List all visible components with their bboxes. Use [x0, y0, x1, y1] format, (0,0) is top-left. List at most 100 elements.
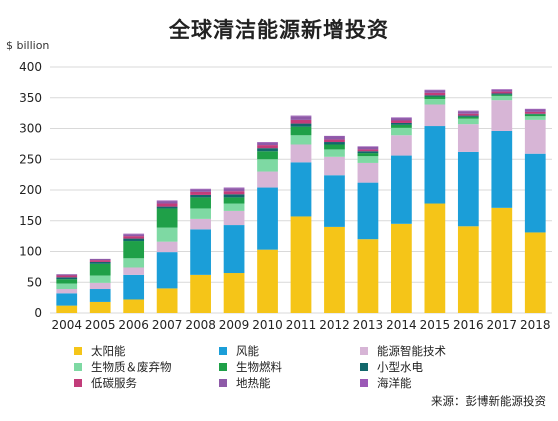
- bar-segment: [190, 208, 211, 219]
- bar-segment: [524, 116, 546, 120]
- bar-segment: [357, 162, 379, 183]
- bar-segment: [391, 117, 412, 119]
- x-tick-label: 2014: [386, 318, 417, 332]
- bar-segment: [457, 116, 479, 119]
- x-tick-label: 2008: [185, 318, 216, 332]
- bar-segment: [424, 96, 446, 99]
- bar-segment: [56, 279, 78, 284]
- bar-segment: [491, 95, 513, 101]
- y-tick-label: 350: [19, 91, 42, 105]
- legend-label: 小型水电: [377, 359, 423, 374]
- bar-segment: [357, 149, 379, 152]
- bar-segment: [491, 89, 513, 90]
- legend-label: 低碳服务: [91, 375, 137, 390]
- bar-segment: [524, 153, 546, 233]
- legend-swatch: [219, 362, 227, 371]
- bar-segment: [457, 118, 479, 125]
- bar-segment: [257, 145, 278, 149]
- bar-segment: [223, 187, 245, 189]
- bar-segment: [457, 124, 479, 152]
- bar-segment: [156, 203, 178, 207]
- legend-swatch: [219, 378, 227, 387]
- legend-label: 能源智能技术: [377, 343, 446, 358]
- bar-segment: [190, 274, 211, 313]
- bar-segment: [56, 277, 78, 280]
- bar-segment: [324, 136, 345, 140]
- legend-label: 太阳能: [91, 343, 126, 358]
- legend-swatch: [74, 346, 82, 355]
- legend-swatch: [74, 378, 82, 387]
- bar-segment: [190, 218, 211, 230]
- legend-item: 低碳服务: [74, 375, 137, 390]
- bar-segment: [290, 144, 312, 163]
- bar-segment: [190, 194, 211, 198]
- bar-segment: [223, 191, 245, 195]
- y-tick-label: 100: [19, 245, 42, 259]
- x-tick-label: 2007: [152, 318, 183, 332]
- bar-segment: [491, 94, 513, 96]
- bar-segment: [290, 216, 312, 313]
- bar-segment: [290, 119, 312, 124]
- bar-segment: [123, 236, 145, 239]
- y-tick-label: 300: [19, 122, 42, 136]
- bar-segment: [290, 162, 312, 217]
- bar-segment: [56, 283, 78, 290]
- bar-segment: [89, 263, 111, 276]
- bar-segment: [123, 233, 145, 235]
- bar-segment: [424, 98, 446, 105]
- bar-segment: [156, 288, 178, 313]
- x-tick-label: 2006: [118, 318, 149, 332]
- bar-segment: [491, 89, 513, 92]
- bar-segment: [357, 182, 379, 240]
- legend-label: 地热能: [236, 375, 271, 390]
- bar-segment: [424, 126, 446, 204]
- y-tick-label: 200: [19, 183, 42, 197]
- bar-segment: [123, 299, 145, 313]
- bar-segment: [491, 100, 513, 131]
- y-axis-label: $ billion: [6, 39, 50, 52]
- bar-segment: [89, 275, 111, 283]
- bar-segment: [391, 124, 412, 128]
- legend-swatch: [74, 362, 82, 371]
- bar-segment: [190, 197, 211, 209]
- chart-legend: 太阳能 风能 能源智能技术 生物质＆废弃物 生物燃料 小型水电 低碳服务 地热能 海洋能: [74, 343, 494, 391]
- x-tick-label: 2013: [353, 318, 384, 332]
- bar-segment: [357, 151, 379, 154]
- bar-segment: [357, 146, 379, 150]
- bar-segment: [190, 191, 211, 195]
- legend-swatch: [360, 362, 368, 371]
- bar-segment: [123, 267, 145, 275]
- bar-segment: [56, 305, 78, 313]
- bar-segment: [223, 188, 245, 192]
- bar-segment: [123, 274, 145, 300]
- bar-segment: [290, 123, 312, 127]
- bar-segment: [257, 148, 278, 152]
- bar-segment: [524, 113, 546, 115]
- legend-item: 能源智能技术: [360, 343, 446, 358]
- source-note: 来源：彭博新能源投资: [431, 394, 546, 408]
- bar-segment: [123, 234, 145, 237]
- bar-segment: [290, 126, 312, 136]
- bar-segment: [524, 232, 546, 313]
- bar-segment: [324, 144, 345, 150]
- bar-segment: [56, 293, 78, 306]
- y-tick-label: 50: [27, 275, 42, 289]
- bar-segment: [491, 91, 513, 94]
- bar-segment: [524, 119, 546, 154]
- bar-segment: [123, 238, 145, 242]
- bar-segment: [391, 122, 412, 125]
- x-tick-label: 2012: [319, 318, 350, 332]
- bar-segment: [89, 261, 111, 264]
- bar-segment: [223, 203, 245, 211]
- bar-segment: [491, 130, 513, 208]
- bar-segment: [56, 274, 78, 276]
- x-tick-label: 2009: [219, 318, 250, 332]
- bar-segment: [324, 156, 345, 176]
- x-tick-label: 2011: [286, 318, 317, 332]
- bar-segment: [257, 249, 278, 313]
- x-tick-label: 2010: [252, 318, 283, 332]
- bar-segment: [223, 197, 245, 204]
- bar-segment: [457, 226, 479, 313]
- x-tick-label: 2016: [453, 318, 484, 332]
- bar-segment: [156, 206, 178, 209]
